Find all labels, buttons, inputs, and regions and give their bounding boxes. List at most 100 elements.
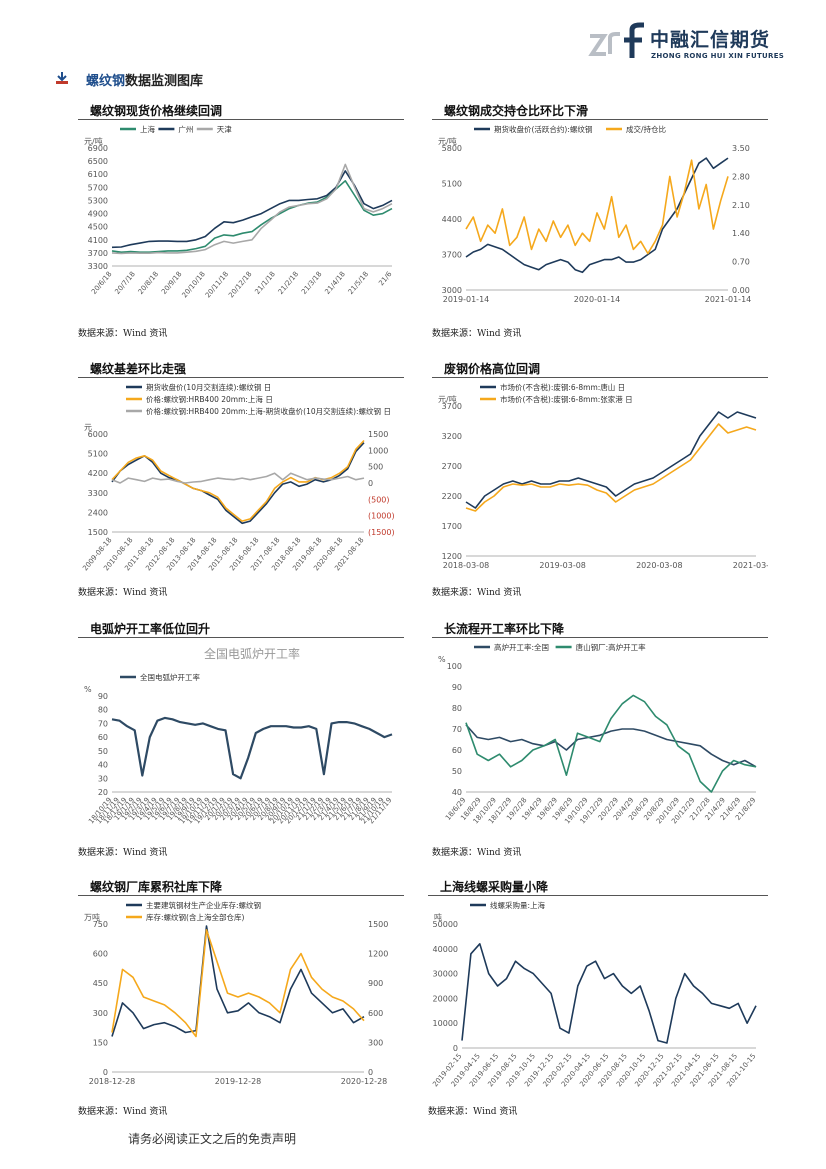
- basis-y2-tick: (1000): [368, 512, 395, 521]
- basis-y2-tick: 500: [368, 463, 383, 472]
- svg-text:价格:螺纹钢:HRB400 20mm:上海-期货收盘价(10: 价格:螺纹钢:HRB400 20mm:上海-期货收盘价(10月交割连续):螺纹钢…: [146, 406, 391, 416]
- basis-y-tick: 1500: [88, 528, 108, 537]
- inventory-y2-tick: 300: [368, 1038, 383, 1047]
- scrap-price-y-tick: 1200: [442, 552, 462, 561]
- basis-y-tick: 4200: [88, 469, 108, 478]
- svg-text:期货收盘价(活跃合约):螺纹钢: 期货收盘价(活跃合约):螺纹钢: [494, 124, 592, 134]
- volume-oi-ratio-y-unit: 元/吨: [438, 136, 457, 146]
- spot-price-x-tick: 20/7/18: [113, 270, 136, 296]
- volume-oi-ratio-series-1: [465, 159, 729, 255]
- blast-furnace-rate-y-tick: 40: [452, 788, 462, 797]
- scrap-price-series-0: [465, 411, 757, 509]
- section-title-accent: 螺纹钢: [86, 74, 126, 89]
- volume-oi-ratio-chart: 元/吨 期货收盘价(活跃合约):螺纹钢 成交/持仓比 5800 5100 4400 3700…: [438, 124, 751, 304]
- inventory-y-tick: 600: [93, 950, 108, 959]
- eaf-rate-title-rule: [78, 637, 404, 638]
- basis-y-tick: 6000: [88, 430, 108, 439]
- spot-price-x-tick: 20/9/18: [160, 270, 183, 296]
- blast-furnace-rate-y-tick: 100: [447, 662, 462, 671]
- blast-furnace-rate-y-tick: 70: [452, 725, 462, 734]
- inventory-x-tick: 2020-12-28: [341, 1077, 388, 1086]
- spot-price-x-tick: 20/12/18: [227, 270, 253, 299]
- svg-text:库存:螺纹钢(含上海全部仓库): 库存:螺纹钢(含上海全部仓库): [146, 912, 244, 922]
- spot-price-y-tick: 3700: [88, 249, 108, 258]
- spot-price-legend-0: 上海: [120, 124, 155, 134]
- inventory-x-tick: 2019-12-28: [215, 1077, 262, 1086]
- spot-price-x-tick: 21/2/18: [277, 270, 300, 296]
- volume-oi-ratio-legend-0: 期货收盘价(活跃合约):螺纹钢: [474, 124, 592, 134]
- volume-oi-ratio-y2-tick: 2.80: [732, 172, 750, 181]
- scrap-price-y-tick: 2700: [442, 462, 462, 471]
- inventory-y-tick: 300: [93, 1009, 108, 1018]
- blast-furnace-rate-series-0: [465, 724, 757, 768]
- basis-y-tick: 3300: [88, 489, 108, 498]
- spot-price-series-2: [111, 163, 393, 255]
- basis-chart: 元 期货收盘价(10月交割连续):螺纹钢 日价格:螺纹钢:HRB400 20mm:…: [81, 382, 395, 572]
- svg-text:天津: 天津: [217, 125, 232, 134]
- section-title: 螺纹钢数据监测图库: [86, 70, 203, 89]
- blast-furnace-rate-source-note: 数据来源：Wind 资讯: [432, 848, 522, 858]
- scrap-price-y-tick: 1700: [442, 522, 462, 531]
- spot-price-series-1: [111, 170, 393, 249]
- scrap-price-x-tick: 2020-03-08: [636, 561, 683, 570]
- inventory-y-unit: 万吨: [84, 912, 100, 922]
- blast-furnace-rate-title-rule: [432, 637, 768, 638]
- inventory-chart-title: 螺纹钢厂库累积社库下降: [90, 880, 223, 894]
- spot-price-y-tick: 6900: [88, 144, 108, 153]
- basis-series-2: [111, 472, 365, 484]
- basis-y2-tick: 1500: [368, 430, 388, 439]
- inventory-y-tick: 150: [93, 1038, 108, 1047]
- inventory-series-1: [111, 929, 365, 1038]
- scrap-price-chart: 元/吨 市场价(不含税):废钢:6-8mm:唐山 日市场价(不含税):废钢:6-8…: [438, 382, 768, 570]
- shanghai-purchase-y-tick: 50000: [433, 920, 458, 929]
- svg-text:市场价(不含税):废钢:6-8mm:唐山 日: 市场价(不含税):废钢:6-8mm:唐山 日: [500, 382, 625, 392]
- spot-price-x-tick: 20/8/18: [137, 270, 160, 296]
- spot-price-x-tick: 21/1/18: [253, 270, 276, 296]
- blast-furnace-rate-series-1: [465, 694, 757, 793]
- inventory-legend-1: 库存:螺纹钢(含上海全部仓库): [126, 912, 244, 922]
- shanghai-purchase-y-unit: 吨: [434, 912, 442, 922]
- shanghai-purchase-legend-0: 线螺采购量:上海: [470, 900, 546, 910]
- basis-y2-tick: 1000: [368, 446, 388, 455]
- scrap-price-x-tick: 2018-03-08: [443, 561, 490, 570]
- volume-oi-ratio-y-tick: 5800: [442, 144, 462, 153]
- blast-furnace-rate-chart-title: 长流程开工率环比下降: [444, 622, 565, 636]
- blast-furnace-rate-y-tick: 80: [452, 704, 462, 713]
- spot-price-x-tick: 21/6: [377, 270, 394, 288]
- scrap-price-y-unit: 元/吨: [438, 394, 457, 404]
- volume-oi-ratio-x-tick: 2019-01-14: [443, 295, 490, 304]
- spot-price-x-tick: 20/6/18: [90, 270, 113, 296]
- volume-oi-ratio-title-rule: [432, 119, 768, 120]
- spot-price-y-unit: 元/吨: [84, 136, 103, 146]
- spot-price-title-rule: [78, 119, 404, 120]
- scrap-price-x-tick: 2021-03-08: [733, 561, 768, 570]
- section-title-rest: 数据监测图库: [125, 74, 204, 89]
- shanghai-purchase-y-tick: 30000: [433, 970, 458, 979]
- volume-oi-ratio-y-tick: 4400: [442, 215, 462, 224]
- svg-text:主要建筑钢材生产企业库存:螺纹钢: 主要建筑钢材生产企业库存:螺纹钢: [146, 900, 261, 910]
- svg-text:广州: 广州: [178, 124, 193, 134]
- svg-text:高炉开工率:全国: 高炉开工率:全国: [494, 642, 549, 652]
- volume-oi-ratio-y2-tick: 0.00: [732, 286, 750, 295]
- scrap-price-series-1: [465, 423, 757, 512]
- blast-furnace-rate-chart: %高炉开工率:全国 唐山钢厂:高炉开工率10090807060504018/6/2…: [438, 642, 758, 825]
- inventory-y2-tick: 1500: [368, 920, 388, 929]
- inventory-y-tick: 750: [93, 920, 108, 929]
- eaf-rate-chart: 全国电弧炉开工率%全国电弧炉开工率908070605040302018/10/1…: [84, 646, 394, 825]
- inventory-y2-tick: 0: [368, 1068, 373, 1077]
- eaf-rate-y-tick: 80: [98, 706, 108, 715]
- eaf-rate-y-tick: 90: [98, 692, 108, 701]
- basis-legend-1: 价格:螺纹钢:HRB400 20mm:上海 日: [126, 394, 273, 404]
- spot-price-y-tick: 4900: [88, 210, 108, 219]
- basis-source-note: 数据来源：Wind 资讯: [78, 588, 168, 598]
- disclaimer-footer: 请务必阅读正文之后的免责声明: [128, 1132, 297, 1146]
- company-name-en: ZHONG RONG HUI XIN FUTURES: [651, 52, 785, 60]
- volume-oi-ratio-y2-tick: 3.50: [732, 144, 750, 153]
- svg-text:市场价(不含税):废钢:6-8mm:张家港 日: 市场价(不含税):废钢:6-8mm:张家港 日: [500, 394, 633, 404]
- shanghai-purchase-chart: 吨线螺采购量:上海500004000030000200001000002019-…: [431, 900, 757, 1088]
- eaf-rate-y-tick: 60: [98, 733, 108, 742]
- eaf-rate-y-tick: 50: [98, 747, 108, 756]
- basis-y-tick: 2400: [88, 508, 108, 517]
- basis-title-rule: [78, 377, 404, 378]
